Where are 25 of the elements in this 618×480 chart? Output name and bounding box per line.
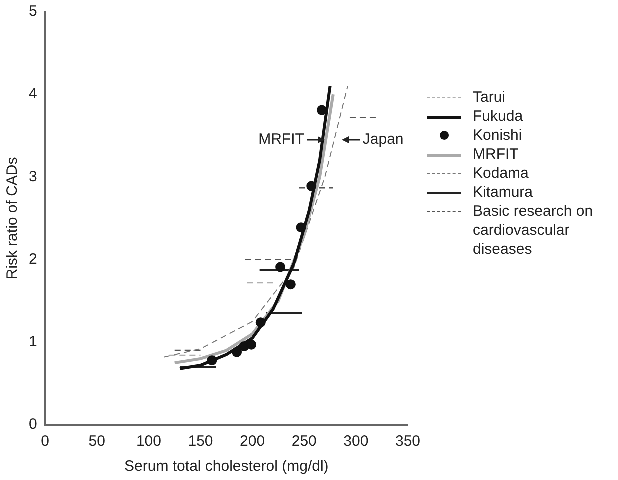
legend-label: Tarui <box>473 88 507 107</box>
annotation: Japan <box>362 131 404 148</box>
legend-label: MRFIT <box>473 145 520 164</box>
y-tick-label: 3 <box>29 168 38 186</box>
y-tick-label: 4 <box>29 86 38 103</box>
legend-label: Basic research on cardiovascular diseases <box>473 202 594 259</box>
x-tick-label: 50 <box>88 433 106 450</box>
y-tick-label: 2 <box>29 250 38 268</box>
y-axis-title: Risk ratio of CADs <box>4 157 22 280</box>
y-tick-label: 5 <box>29 3 38 20</box>
legend-label: Kitamura <box>473 183 534 202</box>
x-tick-label: 250 <box>292 433 317 450</box>
x-tick-label: 0 <box>41 433 50 450</box>
x-tick-label: 350 <box>395 433 421 450</box>
y-tick-label: 0 <box>29 416 38 434</box>
x-tick-label: 150 <box>188 433 214 450</box>
legend-label: Fukuda <box>473 107 524 126</box>
y-tick-label: 1 <box>29 334 38 351</box>
x-tick-label: 300 <box>344 433 369 450</box>
x-axis-title: Serum total cholesterol (mg/dl) <box>124 458 329 476</box>
legend-label: Kodama <box>473 164 530 183</box>
annotation: MRFIT <box>258 131 304 148</box>
x-tick-label: 100 <box>136 433 162 450</box>
x-tick-label: 200 <box>240 433 266 450</box>
legend-label: Konishi <box>473 126 524 145</box>
